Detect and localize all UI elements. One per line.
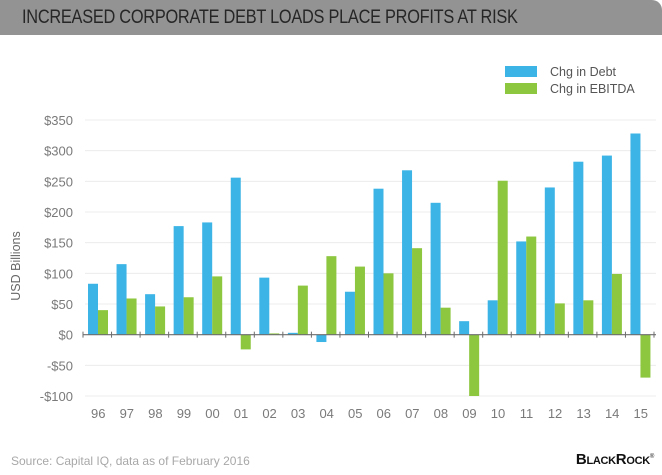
x-tick-label: 12 [548,406,562,421]
legend-item-debt: Chg in Debt [505,63,635,80]
legend-item-ebitda: Chg in EBITDA [505,80,635,97]
x-tick-label: 96 [91,406,105,421]
bar-debt-07 [402,170,413,335]
x-tick-label: 05 [348,406,362,421]
y-axis-ticks: $350 $300 $250 $200 $150 $100 $50 $0 -$50 -$100 [40,113,73,404]
bar-debt-98 [145,294,156,335]
x-tick-label: 97 [120,406,134,421]
y-axis-label: USD Billions [9,231,23,300]
legend: Chg in Debt Chg in EBITDA [505,63,635,97]
bar-debt-11 [516,241,527,335]
x-tick-label: 07 [405,406,419,421]
y-tick-label: $0 [59,328,73,343]
bar-debt-01 [230,177,241,335]
bar-debt-15 [630,133,641,335]
x-axis [82,331,656,338]
bar-ebitda-05 [354,266,365,335]
bar-debt-10 [487,300,498,335]
bar-ebitda-99 [183,297,194,335]
bar-debt-05 [344,291,355,335]
bar-debt-12 [544,187,555,335]
bar-ebitda-09 [469,334,480,396]
y-tick-label: -$100 [40,389,73,404]
bar-ebitda-98 [155,306,166,335]
bar-ebitda-03 [297,285,308,335]
bar-ebitda-02 [269,333,280,335]
bar-ebitda-13 [583,300,594,335]
logo-text: BlackRock [575,451,650,468]
x-tick-label: 08 [434,406,448,421]
y-tick-label: $100 [44,266,73,281]
bar-debt-08 [430,202,441,335]
y-tick-label: $150 [44,236,73,251]
bars [88,133,651,396]
x-tick-label: 14 [605,406,619,421]
bar-ebitda-08 [440,307,451,335]
x-tick-label: 06 [377,406,391,421]
logo-registered-mark: ® [649,454,654,460]
x-tick-label: 04 [319,406,333,421]
x-tick-label: 99 [177,406,191,421]
bar-ebitda-11 [526,236,537,335]
bar-ebitda-14 [611,273,622,335]
bar-ebitda-06 [383,273,394,335]
legend-swatch-ebitda [505,83,537,94]
x-tick-label: 10 [491,406,505,421]
bar-ebitda-15 [640,334,651,378]
chart-title: INCREASED CORPORATE DEBT LOADS PLACE PRO… [22,7,518,28]
x-tick-label: 02 [262,406,276,421]
source-note: Source: Capital IQ, data as of February … [11,454,250,468]
blackrock-logo: BlackRock® [576,451,654,468]
bar-ebitda-10 [497,180,508,335]
x-axis-ticks: 96 97 98 99 00 01 02 03 04 05 06 07 08 09 10 11 12 13 14 15 [91,406,648,421]
bar-debt-02 [259,277,270,335]
x-tick-label: 09 [462,406,476,421]
bar-ebitda-00 [212,276,223,335]
bar-debt-13 [573,161,584,335]
bar-debt-06 [373,188,384,335]
title-banner: INCREASED CORPORATE DEBT LOADS PLACE PRO… [0,0,662,35]
bar-ebitda-97 [126,298,137,335]
x-tick-label: 15 [633,406,647,421]
bar-debt-00 [202,222,213,335]
x-tick-label: 98 [148,406,162,421]
y-tick-label: $350 [44,113,73,128]
bar-ebitda-01 [240,334,251,350]
legend-label-debt: Chg in Debt [550,64,617,79]
x-tick-label: 11 [520,406,534,421]
bar-debt-14 [601,155,612,335]
gridlines [85,119,656,397]
bar-debt-97 [116,264,127,335]
y-tick-label: -$50 [47,358,73,373]
bar-ebitda-04 [326,256,337,335]
bar-ebitda-12 [554,303,565,335]
y-tick-label: $50 [51,297,73,312]
x-tick-label: 01 [234,406,248,421]
legend-label-ebitda: Chg in EBITDA [550,81,635,96]
y-tick-label: $250 [44,174,73,189]
x-tick-label: 03 [291,406,305,421]
bar-debt-99 [173,226,184,335]
bar-debt-04 [316,334,327,343]
bar-ebitda-07 [412,248,423,335]
bar-ebitda-96 [98,310,108,335]
legend-swatch-debt [505,66,537,77]
y-tick-label: $200 [44,205,73,220]
bar-debt-09 [459,321,470,335]
bar-debt-96 [88,283,98,335]
x-tick-label: 13 [576,406,590,421]
x-tick-label: 00 [205,406,219,421]
bar-debt-03 [287,332,298,335]
y-tick-label: $300 [44,144,73,159]
